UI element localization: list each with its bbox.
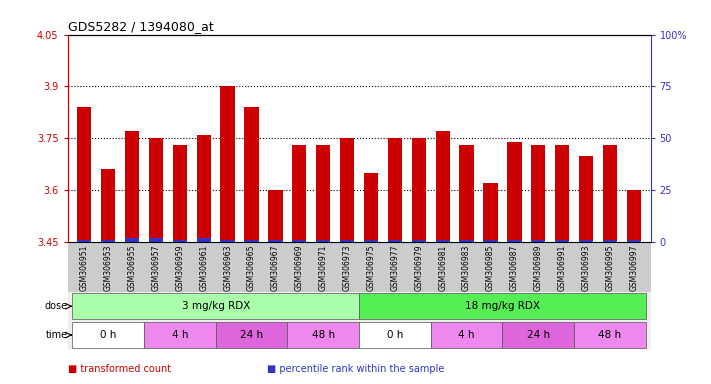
Bar [359, 293, 646, 319]
Text: 48 h: 48 h [599, 330, 621, 340]
Text: GSM306953: GSM306953 [104, 245, 112, 291]
Text: GSM306959: GSM306959 [176, 245, 184, 291]
Bar [459, 240, 474, 242]
Bar [340, 138, 354, 242]
Bar [268, 190, 282, 242]
Text: ■ percentile rank within the sample: ■ percentile rank within the sample [267, 364, 444, 374]
Text: GSM306979: GSM306979 [415, 245, 423, 291]
Bar [431, 322, 503, 348]
Bar [555, 145, 570, 242]
Text: 18 mg/kg RDX: 18 mg/kg RDX [465, 301, 540, 311]
Text: 0 h: 0 h [387, 330, 403, 340]
Bar [77, 107, 92, 242]
Bar [436, 131, 450, 242]
Bar [507, 142, 522, 242]
Text: GSM306963: GSM306963 [223, 245, 232, 291]
Bar [555, 240, 570, 242]
Text: 0 h: 0 h [100, 330, 117, 340]
Text: GSM306951: GSM306951 [80, 245, 89, 291]
Text: 4 h: 4 h [459, 330, 475, 340]
Bar [125, 238, 139, 242]
Bar [412, 240, 426, 242]
Bar [340, 240, 354, 242]
Text: 48 h: 48 h [311, 330, 335, 340]
Text: GSM306981: GSM306981 [438, 245, 447, 291]
Bar [149, 138, 163, 242]
Bar [626, 190, 641, 242]
Text: GSM306983: GSM306983 [462, 245, 471, 291]
Bar [292, 145, 306, 242]
Bar [101, 169, 115, 242]
Bar [77, 240, 92, 242]
Bar [531, 240, 545, 242]
Bar [101, 240, 115, 242]
Text: GSM306995: GSM306995 [606, 245, 614, 291]
Bar [245, 240, 259, 242]
Bar [316, 240, 331, 242]
Bar [507, 240, 522, 242]
Text: GSM306985: GSM306985 [486, 245, 495, 291]
Text: ■ transformed count: ■ transformed count [68, 364, 171, 374]
Bar [268, 240, 282, 242]
Bar [531, 145, 545, 242]
Text: GSM306969: GSM306969 [295, 245, 304, 291]
Text: GSM306961: GSM306961 [199, 245, 208, 291]
Text: GSM306993: GSM306993 [582, 245, 591, 291]
Bar [220, 240, 235, 242]
Bar [603, 145, 617, 242]
Bar [292, 240, 306, 242]
Bar [316, 145, 331, 242]
Text: GSM306991: GSM306991 [557, 245, 567, 291]
Text: GSM306987: GSM306987 [510, 245, 519, 291]
Text: GSM306957: GSM306957 [151, 245, 161, 291]
Bar [220, 86, 235, 242]
Bar [73, 293, 359, 319]
Bar [459, 145, 474, 242]
Bar [245, 107, 259, 242]
Bar [73, 322, 144, 348]
Bar [574, 322, 646, 348]
Bar [579, 240, 593, 242]
Bar [503, 322, 574, 348]
Text: GSM306997: GSM306997 [629, 245, 638, 291]
Text: GSM306971: GSM306971 [319, 245, 328, 291]
Text: GSM306973: GSM306973 [343, 245, 352, 291]
Text: GSM306965: GSM306965 [247, 245, 256, 291]
Text: 4 h: 4 h [171, 330, 188, 340]
Text: GSM306977: GSM306977 [390, 245, 400, 291]
Bar [364, 240, 378, 242]
Bar [436, 240, 450, 242]
Bar [387, 138, 402, 242]
Text: time: time [46, 330, 68, 340]
Text: GDS5282 / 1394080_at: GDS5282 / 1394080_at [68, 20, 213, 33]
Text: GSM306955: GSM306955 [127, 245, 137, 291]
Bar [173, 145, 187, 242]
Bar [215, 322, 287, 348]
Bar [364, 173, 378, 242]
Bar [287, 322, 359, 348]
Text: GSM306967: GSM306967 [271, 245, 280, 291]
Text: dose: dose [45, 301, 68, 311]
Bar [603, 240, 617, 242]
Bar [483, 183, 498, 242]
Bar [412, 138, 426, 242]
Bar [359, 322, 431, 348]
Bar [149, 238, 163, 242]
Bar [125, 131, 139, 242]
Bar [173, 240, 187, 242]
Text: GSM306975: GSM306975 [366, 245, 375, 291]
Bar [579, 156, 593, 242]
Bar [387, 240, 402, 242]
Bar [144, 322, 215, 348]
Bar [196, 135, 211, 242]
Bar [196, 238, 211, 242]
Text: 24 h: 24 h [240, 330, 263, 340]
Text: 24 h: 24 h [527, 330, 550, 340]
Bar [483, 240, 498, 242]
Text: 3 mg/kg RDX: 3 mg/kg RDX [181, 301, 250, 311]
Bar [626, 240, 641, 242]
Text: GSM306989: GSM306989 [534, 245, 542, 291]
